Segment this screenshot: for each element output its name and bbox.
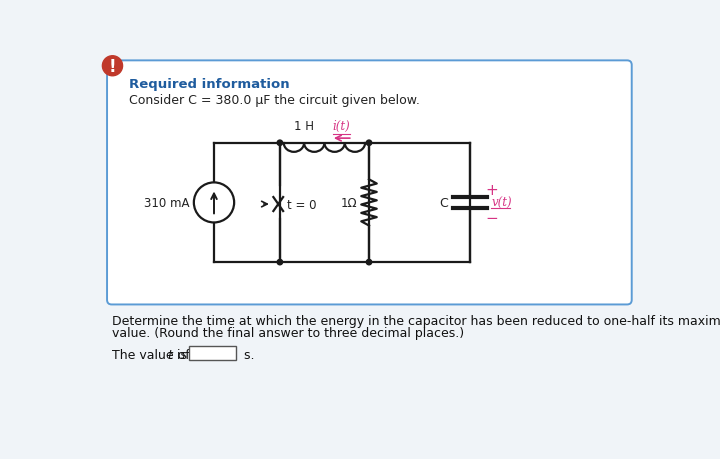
Text: Required information: Required information: [129, 78, 289, 91]
Text: 1 H: 1 H: [294, 120, 314, 133]
Text: Determine the time at which the energy in the capacitor has been reduced to one-: Determine the time at which the energy i…: [112, 314, 720, 327]
Text: i(t): i(t): [333, 120, 351, 133]
Circle shape: [102, 56, 122, 77]
Text: +: +: [485, 182, 498, 197]
Circle shape: [366, 141, 372, 146]
Bar: [189, 346, 235, 360]
Text: s.: s.: [240, 348, 254, 361]
Text: !: !: [109, 58, 117, 76]
Text: value. (Round the final answer to three decimal places.): value. (Round the final answer to three …: [112, 326, 464, 339]
Text: t = 0: t = 0: [287, 199, 317, 212]
Circle shape: [277, 141, 282, 146]
Circle shape: [366, 260, 372, 265]
Text: v(t): v(t): [492, 196, 512, 209]
Circle shape: [277, 260, 282, 265]
Text: t: t: [168, 348, 172, 361]
Circle shape: [194, 183, 234, 223]
Text: Consider C = 380.0 μF the circuit given below.: Consider C = 380.0 μF the circuit given …: [129, 94, 420, 106]
Text: 310 mA: 310 mA: [145, 196, 190, 209]
FancyBboxPatch shape: [107, 61, 631, 305]
Text: The value of: The value of: [112, 348, 194, 361]
Text: −: −: [485, 210, 498, 225]
Text: 1Ω: 1Ω: [341, 196, 357, 209]
Text: is: is: [173, 348, 187, 361]
Text: C: C: [439, 196, 448, 209]
